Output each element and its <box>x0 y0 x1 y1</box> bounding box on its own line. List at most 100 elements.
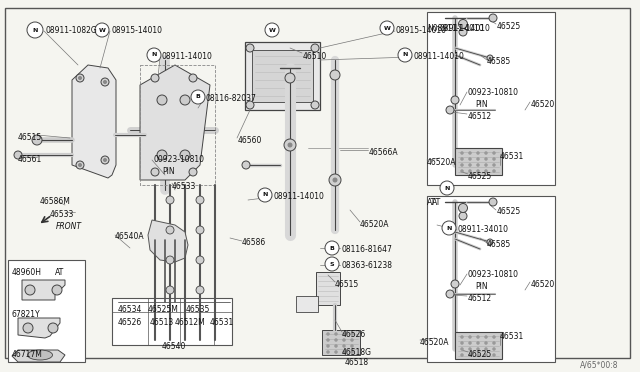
Circle shape <box>461 151 463 154</box>
Circle shape <box>246 44 254 52</box>
Text: 08911-14010: 08911-14010 <box>273 192 324 201</box>
Circle shape <box>461 157 463 160</box>
Circle shape <box>166 196 174 204</box>
Circle shape <box>342 339 346 341</box>
Text: B: B <box>196 94 200 99</box>
Text: 08915-14010: 08915-14010 <box>111 26 162 35</box>
Circle shape <box>325 241 339 255</box>
Circle shape <box>326 339 330 341</box>
Circle shape <box>335 339 337 341</box>
Circle shape <box>79 77 81 80</box>
Circle shape <box>32 135 42 145</box>
Circle shape <box>489 14 497 22</box>
Circle shape <box>351 350 353 353</box>
Text: 46520A: 46520A <box>420 338 449 347</box>
Circle shape <box>461 164 463 167</box>
Circle shape <box>477 336 479 339</box>
Polygon shape <box>22 280 65 300</box>
Circle shape <box>166 286 174 294</box>
Circle shape <box>459 28 467 36</box>
Circle shape <box>180 95 190 105</box>
Circle shape <box>451 96 459 104</box>
Circle shape <box>351 339 353 341</box>
Bar <box>8 260 85 362</box>
Text: 46717M: 46717M <box>12 350 43 359</box>
Text: 46525: 46525 <box>497 22 521 31</box>
Circle shape <box>489 198 497 206</box>
Text: W: W <box>269 28 275 32</box>
Polygon shape <box>12 350 65 362</box>
Text: 46531: 46531 <box>500 152 524 161</box>
Polygon shape <box>72 65 116 178</box>
Text: 48960H: 48960H <box>12 268 42 277</box>
Text: 46520: 46520 <box>531 100 556 109</box>
Text: N: N <box>32 28 38 32</box>
Circle shape <box>477 341 479 344</box>
Text: 46535: 46535 <box>186 305 211 314</box>
Circle shape <box>326 350 330 353</box>
Circle shape <box>477 151 479 154</box>
Circle shape <box>461 336 463 339</box>
Circle shape <box>196 256 204 264</box>
Bar <box>112 298 232 345</box>
Bar <box>245 42 320 110</box>
Circle shape <box>166 256 174 264</box>
Circle shape <box>440 181 454 195</box>
Text: 08911-14010: 08911-14010 <box>413 52 464 61</box>
Circle shape <box>242 161 250 169</box>
Circle shape <box>484 170 488 173</box>
Circle shape <box>468 347 472 350</box>
Circle shape <box>325 257 339 271</box>
Circle shape <box>487 55 493 61</box>
Circle shape <box>147 48 161 62</box>
Circle shape <box>493 353 495 356</box>
Circle shape <box>477 164 479 167</box>
Circle shape <box>104 80 106 83</box>
Circle shape <box>493 170 495 173</box>
Text: 46512: 46512 <box>468 294 492 303</box>
Circle shape <box>468 336 472 339</box>
Circle shape <box>180 150 190 160</box>
Circle shape <box>191 90 205 104</box>
Circle shape <box>288 143 292 147</box>
Polygon shape <box>140 65 210 180</box>
Text: 46585: 46585 <box>487 240 511 249</box>
Text: N: N <box>403 52 408 58</box>
Text: 46513: 46513 <box>150 318 174 327</box>
Circle shape <box>285 73 295 83</box>
Text: 00923-10810: 00923-10810 <box>468 88 519 97</box>
Text: W: W <box>99 28 106 32</box>
Bar <box>322 330 360 355</box>
Text: 67821Y: 67821Y <box>12 310 40 319</box>
Circle shape <box>493 164 495 167</box>
Circle shape <box>461 347 463 350</box>
Text: N08911-14010: N08911-14010 <box>427 24 484 33</box>
Text: AT: AT <box>55 268 64 277</box>
Text: 08363-61238: 08363-61238 <box>341 261 392 270</box>
Circle shape <box>25 285 35 295</box>
Text: 08116-81647: 08116-81647 <box>341 245 392 254</box>
Text: N: N <box>446 225 452 231</box>
Circle shape <box>484 164 488 167</box>
Circle shape <box>484 341 488 344</box>
Circle shape <box>265 23 279 37</box>
Circle shape <box>468 151 472 154</box>
Circle shape <box>493 341 495 344</box>
Circle shape <box>351 333 353 336</box>
Circle shape <box>461 353 463 356</box>
Circle shape <box>329 174 341 186</box>
Circle shape <box>484 151 488 154</box>
Circle shape <box>27 22 43 38</box>
Text: 46525M: 46525M <box>148 305 179 314</box>
Circle shape <box>189 74 197 82</box>
Text: 46560: 46560 <box>238 136 262 145</box>
Text: 46520A: 46520A <box>427 158 456 167</box>
Circle shape <box>333 178 337 182</box>
Text: AT: AT <box>427 198 436 207</box>
Text: 46531: 46531 <box>500 332 524 341</box>
Text: 46566A: 46566A <box>369 148 399 157</box>
Circle shape <box>14 151 22 159</box>
Circle shape <box>76 161 84 169</box>
Bar <box>455 148 502 175</box>
Circle shape <box>284 139 296 151</box>
